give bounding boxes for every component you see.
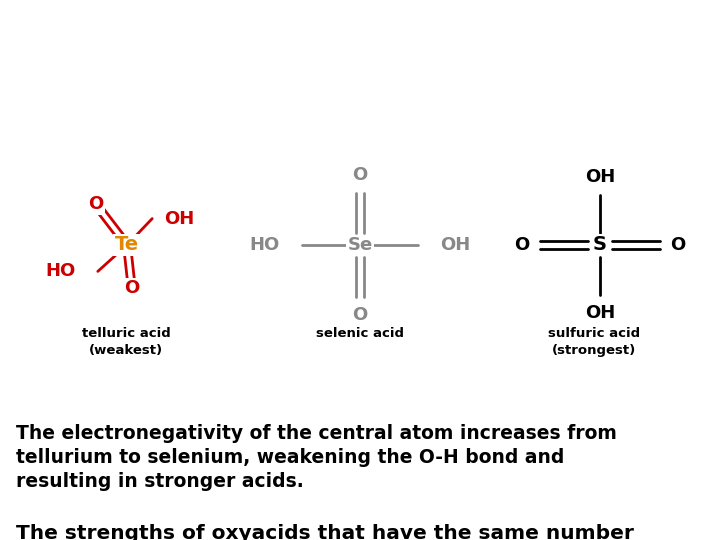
- Text: selenic acid: selenic acid: [316, 327, 404, 340]
- Text: telluric acid
(weakest): telluric acid (weakest): [81, 327, 171, 357]
- Text: O: O: [88, 195, 104, 213]
- Text: The electronegativity of the central atom increases from
tellurium to selenium, : The electronegativity of the central ato…: [16, 424, 617, 491]
- Text: Se: Se: [347, 236, 373, 254]
- Text: O: O: [352, 306, 368, 324]
- Text: OH: OH: [164, 210, 194, 227]
- Text: The strengths of oxyacids that have the same number
of hydrogen and oxygen atoms: The strengths of oxyacids that have the …: [16, 524, 634, 540]
- Text: HO: HO: [250, 236, 280, 254]
- Text: HO: HO: [45, 262, 76, 280]
- Text: O: O: [514, 236, 530, 254]
- Text: OH: OH: [440, 236, 470, 254]
- Text: sulfuric acid
(strongest): sulfuric acid (strongest): [548, 327, 640, 357]
- Text: O: O: [124, 279, 140, 297]
- Text: OH: OH: [585, 304, 615, 322]
- Text: S: S: [593, 235, 607, 254]
- Text: Te: Te: [115, 235, 139, 254]
- Text: O: O: [670, 236, 685, 254]
- Text: O: O: [352, 166, 368, 184]
- Text: OH: OH: [585, 168, 615, 186]
